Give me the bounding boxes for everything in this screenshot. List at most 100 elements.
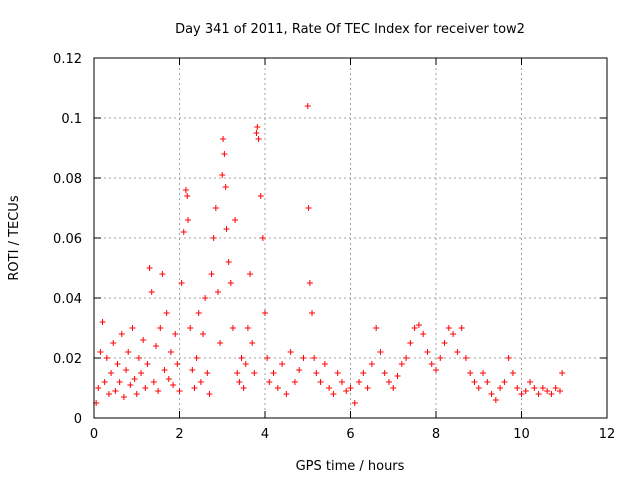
data-point xyxy=(144,361,151,367)
data-point xyxy=(262,310,268,316)
data-point xyxy=(330,391,337,397)
data-point xyxy=(227,280,234,286)
y-tick-label: 0.06 xyxy=(53,232,82,247)
data-point xyxy=(492,397,499,403)
data-point xyxy=(253,130,260,136)
data-point xyxy=(351,400,358,406)
data-point xyxy=(159,271,166,277)
y-tick-label: 0.02 xyxy=(53,352,82,367)
data-point xyxy=(232,217,239,223)
data-point xyxy=(110,340,117,346)
data-point xyxy=(309,310,316,316)
y-axis-label: ROTI / TECUs xyxy=(7,195,22,280)
data-point xyxy=(142,385,149,391)
data-point xyxy=(291,379,298,385)
data-point xyxy=(398,361,405,367)
data-point xyxy=(445,325,452,331)
y-tick-label: 0.04 xyxy=(53,292,82,307)
x-tick-label: 8 xyxy=(432,427,440,442)
data-point xyxy=(185,217,192,223)
x-tick-label: 6 xyxy=(346,427,354,442)
data-point xyxy=(313,370,320,376)
data-point xyxy=(415,322,422,328)
data-point xyxy=(458,325,465,331)
data-point xyxy=(462,355,469,361)
data-point xyxy=(133,391,140,397)
data-point xyxy=(321,361,328,367)
data-point xyxy=(105,391,112,397)
data-point xyxy=(509,370,516,376)
data-point xyxy=(108,370,115,376)
data-point xyxy=(140,337,147,343)
data-point xyxy=(407,340,414,346)
data-point xyxy=(114,361,121,367)
data-point xyxy=(266,379,273,385)
data-point xyxy=(311,355,318,361)
data-point xyxy=(163,310,170,316)
data-point xyxy=(484,379,491,385)
data-point xyxy=(338,379,345,385)
data-point xyxy=(356,379,363,385)
data-point xyxy=(305,205,312,211)
data-point xyxy=(437,355,444,361)
data-point xyxy=(428,361,435,367)
data-point xyxy=(279,361,286,367)
data-point xyxy=(176,388,183,394)
data-point xyxy=(411,325,418,331)
data-point xyxy=(165,376,172,382)
data-point xyxy=(249,340,256,346)
data-point xyxy=(123,367,130,373)
data-point xyxy=(99,319,106,325)
x-tick-labels: 0 2 4 6 8 10 12 xyxy=(90,427,615,442)
data-point xyxy=(518,391,525,397)
data-point xyxy=(257,193,264,199)
data-point xyxy=(274,385,281,391)
data-point xyxy=(161,367,168,373)
data-point xyxy=(385,379,392,385)
data-point xyxy=(127,382,134,388)
data-point xyxy=(556,388,563,394)
data-point xyxy=(220,136,227,142)
data-point xyxy=(255,136,262,142)
data-point xyxy=(471,379,478,385)
data-point xyxy=(505,355,512,361)
y-tick-labels: 0 0.02 0.04 0.06 0.08 0.1 0.12 xyxy=(53,52,82,427)
data-point xyxy=(364,385,371,391)
data-point xyxy=(559,370,566,376)
data-point xyxy=(360,370,367,376)
data-point xyxy=(514,385,521,391)
data-point xyxy=(155,388,162,394)
data-point xyxy=(381,370,388,376)
data-point xyxy=(135,355,142,361)
data-point xyxy=(197,379,204,385)
data-point xyxy=(234,370,241,376)
data-point xyxy=(247,271,254,277)
data-point xyxy=(343,388,350,394)
data-point xyxy=(157,325,164,331)
data-point xyxy=(424,349,431,355)
data-point xyxy=(264,355,271,361)
data-point xyxy=(170,382,177,388)
x-tick-label: 2 xyxy=(175,427,183,442)
data-point xyxy=(488,391,495,397)
data-point xyxy=(403,355,410,361)
data-point xyxy=(254,124,261,130)
data-point xyxy=(229,325,236,331)
data-point xyxy=(287,349,294,355)
data-point xyxy=(210,235,217,241)
data-point xyxy=(195,310,202,316)
data-point xyxy=(146,265,153,271)
data-point xyxy=(131,376,138,382)
data-point xyxy=(475,385,482,391)
data-point xyxy=(300,355,307,361)
data-point xyxy=(187,325,194,331)
data-point xyxy=(101,379,108,385)
x-tick-label: 4 xyxy=(261,427,269,442)
data-point xyxy=(225,259,232,265)
data-point xyxy=(242,361,249,367)
data-point xyxy=(204,370,211,376)
data-point xyxy=(212,205,219,211)
